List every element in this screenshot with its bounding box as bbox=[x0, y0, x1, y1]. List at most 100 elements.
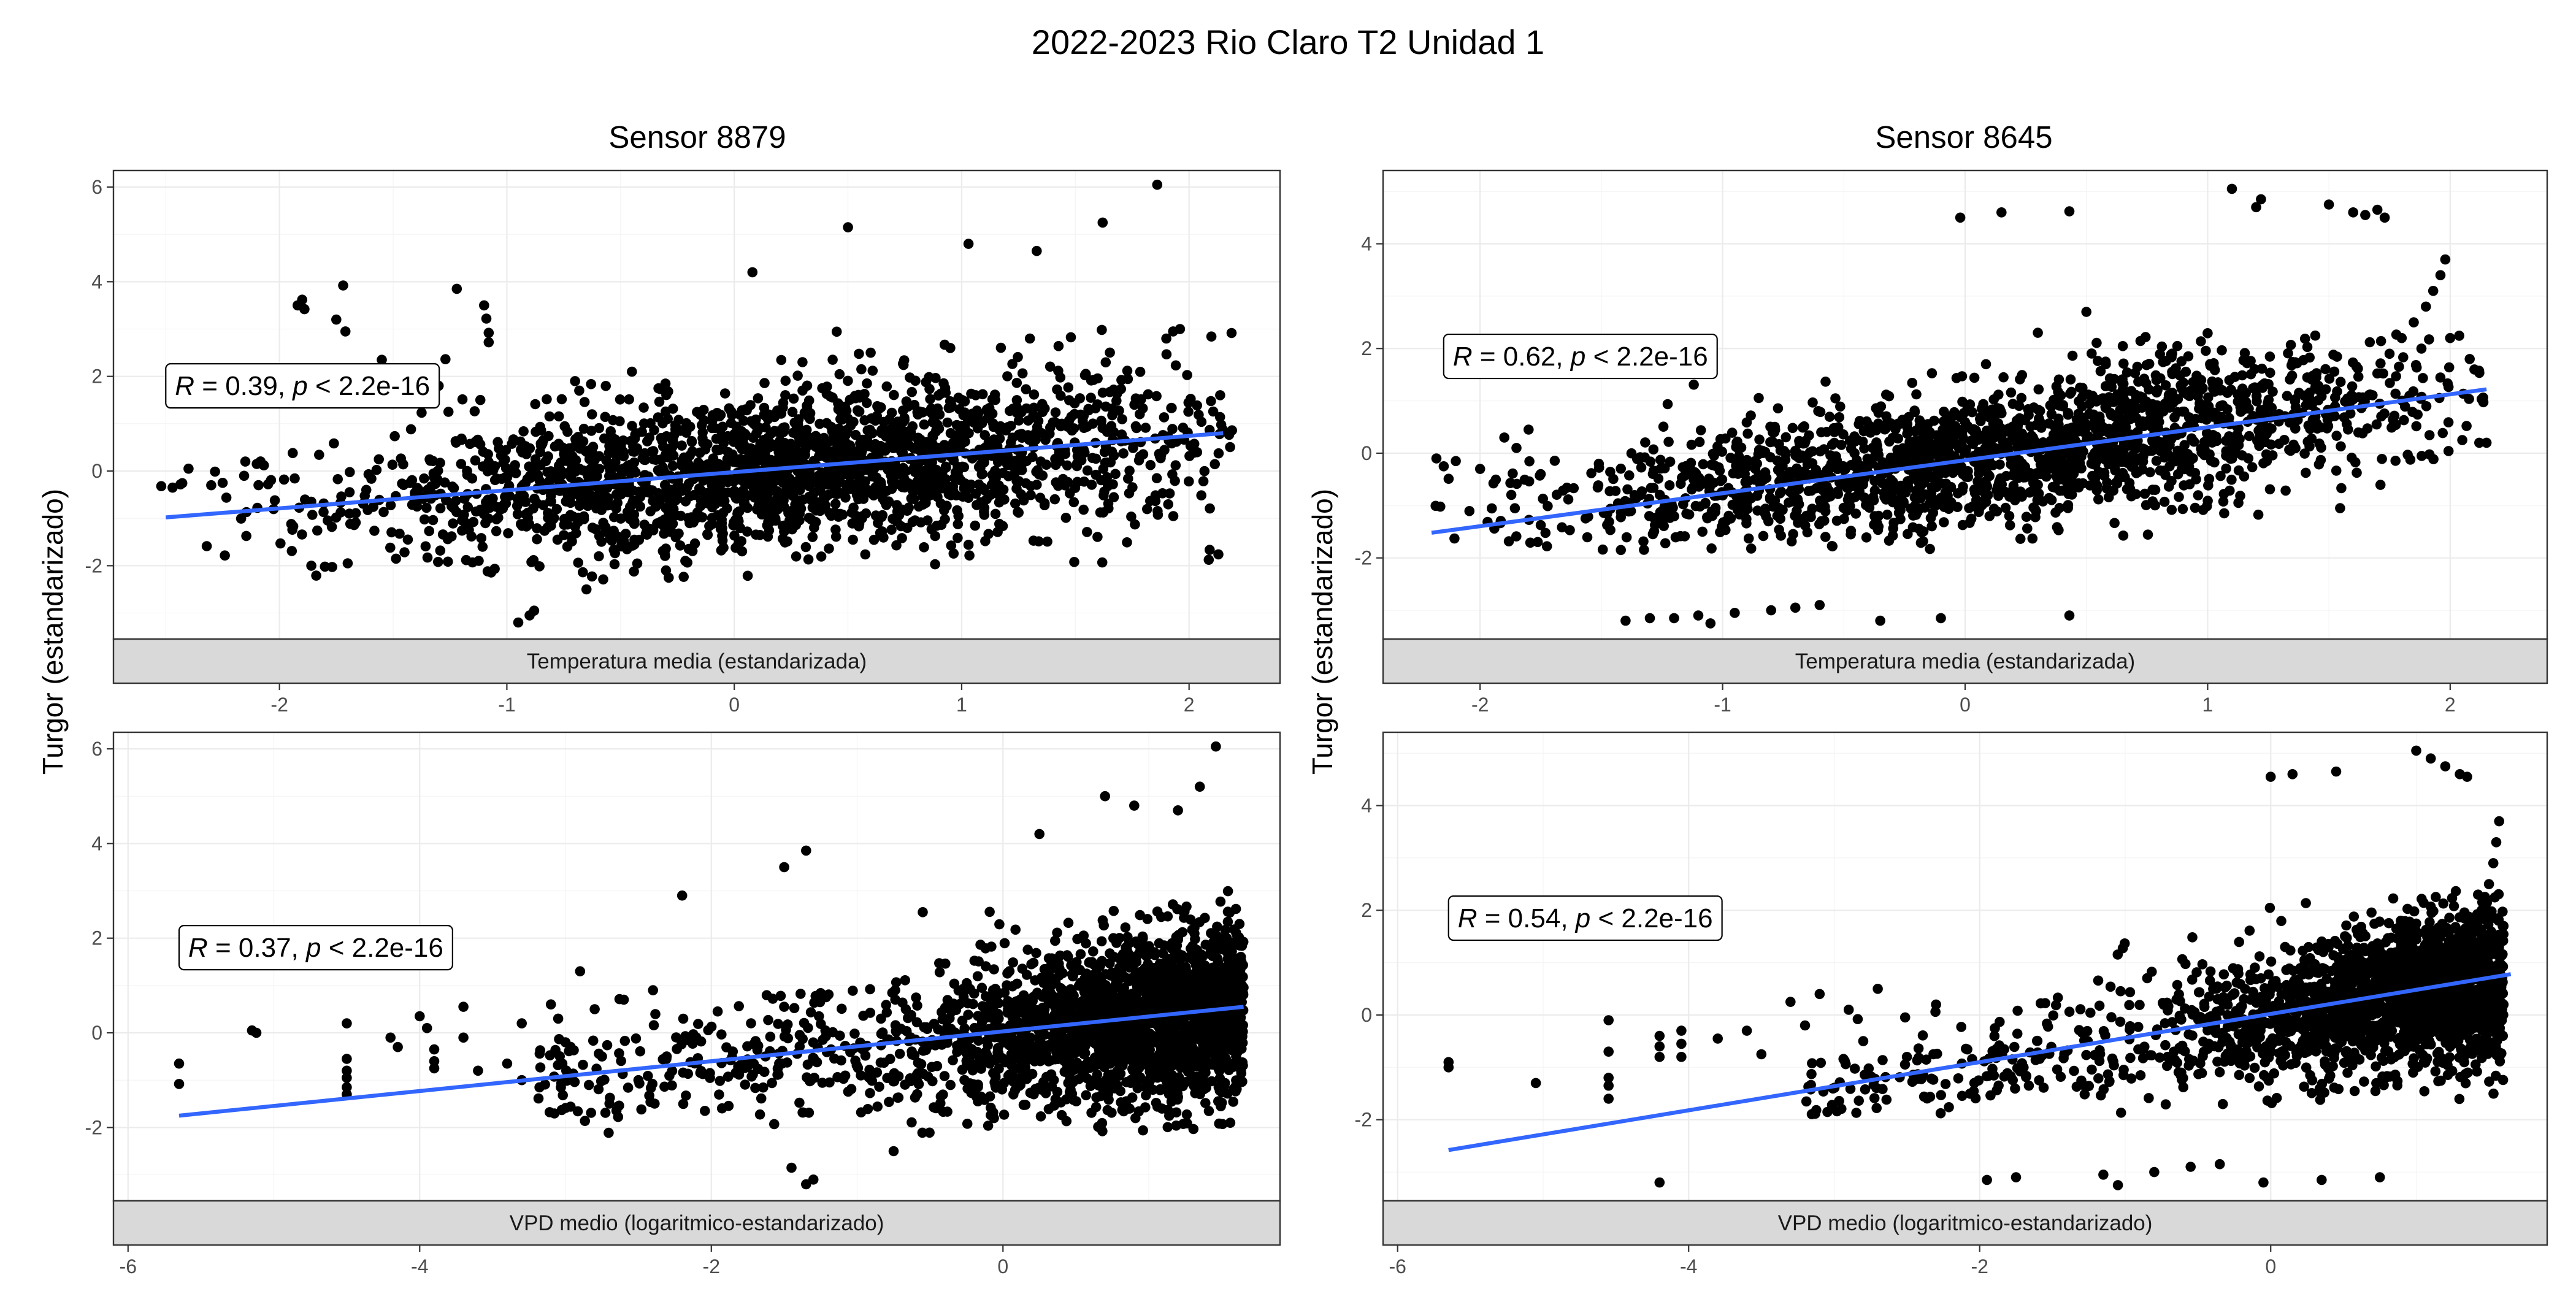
data-point bbox=[791, 520, 802, 531]
data-point bbox=[659, 548, 670, 559]
data-point bbox=[2160, 470, 2171, 480]
data-point bbox=[1213, 550, 1224, 560]
data-point bbox=[1846, 526, 1857, 536]
data-point bbox=[491, 515, 502, 525]
data-point bbox=[1078, 505, 1089, 515]
data-point bbox=[1830, 393, 1841, 404]
data-point bbox=[299, 304, 310, 315]
data-point bbox=[1995, 473, 2006, 484]
data-point bbox=[438, 529, 448, 540]
data-point bbox=[1107, 404, 1117, 414]
data-point bbox=[1550, 456, 1560, 466]
data-point bbox=[2436, 372, 2446, 383]
data-point bbox=[1869, 511, 1880, 521]
data-point bbox=[1788, 529, 1798, 540]
data-point bbox=[1827, 541, 1838, 551]
data-point bbox=[2409, 317, 2419, 328]
data-point bbox=[1774, 524, 1784, 535]
data-point bbox=[2244, 431, 2255, 442]
data-point bbox=[2151, 370, 2161, 381]
data-point bbox=[855, 439, 865, 449]
data-point bbox=[2252, 391, 2262, 401]
data-point bbox=[594, 423, 605, 434]
data-point bbox=[1788, 423, 1798, 434]
data-point bbox=[919, 419, 930, 430]
data-point bbox=[940, 959, 951, 969]
data-point bbox=[2365, 337, 2375, 348]
data-point bbox=[2372, 205, 2383, 215]
y-tick-label: 6 bbox=[91, 176, 102, 198]
data-point bbox=[1861, 532, 1872, 543]
data-point bbox=[573, 557, 583, 568]
annotation-r-symbol: R bbox=[175, 371, 194, 401]
data-point bbox=[995, 421, 1006, 432]
data-point bbox=[835, 432, 846, 443]
data-point bbox=[578, 465, 589, 476]
data-point bbox=[1646, 456, 1656, 467]
data-point bbox=[2030, 435, 2040, 446]
data-point bbox=[718, 487, 728, 497]
data-point bbox=[1099, 486, 1110, 497]
data-point bbox=[1171, 460, 1181, 470]
data-point bbox=[1993, 389, 2004, 400]
data-point bbox=[2336, 442, 2346, 452]
data-point bbox=[772, 505, 783, 515]
data-point bbox=[870, 416, 881, 426]
data-point bbox=[574, 386, 585, 396]
data-point bbox=[2299, 448, 2310, 459]
data-point bbox=[2087, 348, 2097, 359]
data-point bbox=[433, 465, 443, 476]
data-point bbox=[2074, 478, 2084, 489]
data-point bbox=[2321, 385, 2331, 395]
data-point bbox=[1089, 375, 1099, 385]
data-point bbox=[2077, 401, 2087, 412]
data-point bbox=[707, 416, 718, 426]
data-point bbox=[1781, 432, 1792, 443]
data-point bbox=[412, 483, 423, 493]
data-point bbox=[469, 517, 479, 527]
data-point bbox=[2006, 388, 2017, 398]
data-point bbox=[1182, 1109, 1192, 1120]
data-point bbox=[607, 432, 618, 443]
data-point bbox=[2001, 503, 2011, 513]
data-point bbox=[2044, 418, 2054, 429]
data-point bbox=[1016, 462, 1027, 472]
data-point bbox=[2224, 431, 2234, 442]
data-point bbox=[2143, 529, 2153, 540]
data-point bbox=[239, 471, 250, 481]
data-point bbox=[2280, 486, 2291, 496]
data-point bbox=[908, 517, 918, 527]
data-point bbox=[1175, 324, 1186, 334]
data-point bbox=[1952, 502, 1963, 512]
data-point bbox=[2130, 368, 2141, 378]
data-point bbox=[496, 505, 506, 515]
data-point bbox=[677, 440, 687, 451]
data-point bbox=[1875, 616, 1885, 626]
data-point bbox=[788, 440, 798, 450]
data-point bbox=[1815, 600, 1825, 610]
data-point bbox=[537, 439, 548, 449]
data-point bbox=[571, 455, 581, 465]
data-point bbox=[480, 518, 491, 529]
data-point bbox=[1151, 496, 1161, 507]
data-point bbox=[443, 407, 454, 417]
data-point bbox=[702, 498, 713, 508]
data-point bbox=[2198, 505, 2209, 515]
data-point bbox=[1165, 488, 1175, 499]
data-point bbox=[2110, 444, 2121, 454]
data-point bbox=[1903, 529, 1913, 539]
data-point bbox=[1941, 478, 1952, 489]
data-point bbox=[687, 436, 697, 446]
data-point bbox=[2445, 333, 2456, 343]
data-point bbox=[1209, 459, 1220, 470]
data-point bbox=[2247, 462, 2258, 473]
data-point bbox=[2360, 210, 2371, 220]
data-point bbox=[2375, 358, 2386, 369]
data-point bbox=[570, 376, 580, 386]
data-point bbox=[1704, 473, 1714, 484]
data-point bbox=[2033, 492, 2044, 503]
data-point bbox=[1611, 486, 1621, 496]
data-point bbox=[1793, 518, 1803, 528]
data-point bbox=[797, 357, 808, 367]
data-point bbox=[817, 434, 827, 445]
